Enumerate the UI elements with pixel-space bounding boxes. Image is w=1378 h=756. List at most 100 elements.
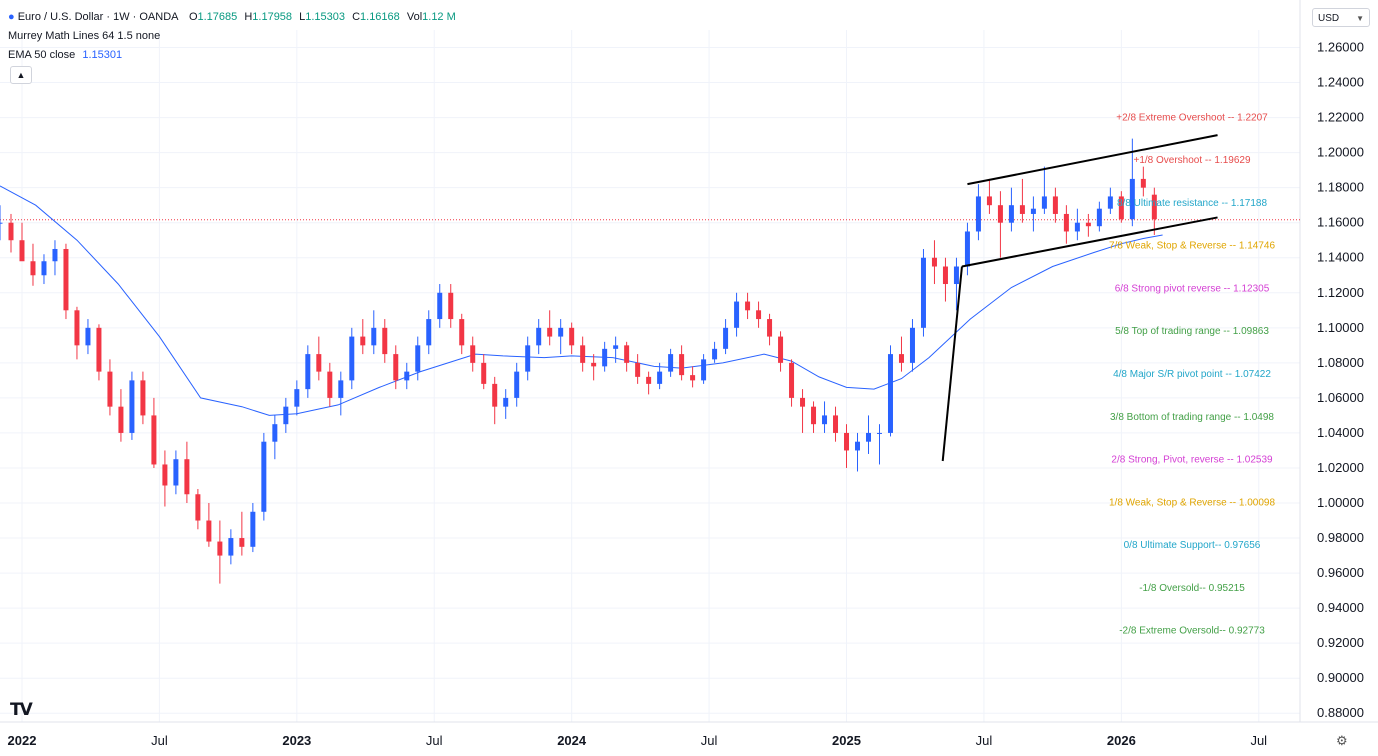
candle[interactable]: [701, 354, 707, 384]
candle[interactable]: [162, 450, 168, 507]
candle[interactable]: [789, 359, 795, 407]
trendline[interactable]: [961, 216, 1218, 268]
candle[interactable]: [360, 319, 366, 355]
candle[interactable]: [876, 424, 882, 465]
candle[interactable]: [184, 441, 190, 504]
candle[interactable]: [338, 371, 344, 416]
candle[interactable]: [909, 319, 915, 372]
candle[interactable]: [404, 362, 410, 390]
candle[interactable]: [272, 415, 278, 460]
candle[interactable]: [503, 389, 509, 419]
candle[interactable]: [756, 301, 762, 328]
candle[interactable]: [1052, 187, 1058, 223]
candle[interactable]: [558, 319, 564, 355]
candle[interactable]: [459, 313, 465, 355]
candle[interactable]: [657, 362, 663, 390]
candle[interactable]: [426, 310, 432, 355]
currency-select[interactable]: USD ▼: [1312, 8, 1370, 27]
candle[interactable]: [492, 376, 498, 425]
candle[interactable]: [1008, 187, 1014, 232]
candle[interactable]: [1151, 187, 1157, 235]
candle[interactable]: [964, 222, 970, 276]
candle[interactable]: [1041, 166, 1047, 214]
candle[interactable]: [1107, 187, 1113, 214]
candle[interactable]: [613, 336, 619, 363]
candle[interactable]: [470, 336, 476, 372]
candle[interactable]: [261, 432, 267, 521]
candle[interactable]: [855, 432, 861, 472]
indicator-ema[interactable]: EMA 50 close 1.15301: [8, 46, 456, 65]
candle[interactable]: [1063, 205, 1069, 244]
candle[interactable]: [74, 306, 80, 360]
candle[interactable]: [624, 341, 630, 372]
candle[interactable]: [514, 362, 520, 407]
candle[interactable]: [844, 424, 850, 468]
candle[interactable]: [712, 341, 718, 363]
candle[interactable]: [41, 254, 47, 285]
candle[interactable]: [975, 184, 981, 241]
candle[interactable]: [239, 511, 245, 556]
candle[interactable]: [228, 529, 234, 565]
candle[interactable]: [569, 322, 575, 355]
candle[interactable]: [250, 503, 256, 553]
candle[interactable]: [415, 336, 421, 381]
candle[interactable]: [382, 319, 388, 363]
candle[interactable]: [52, 240, 58, 276]
candle[interactable]: [898, 336, 904, 372]
candle[interactable]: [85, 319, 91, 355]
candle[interactable]: [1140, 166, 1146, 197]
candle[interactable]: [887, 345, 893, 437]
candle[interactable]: [920, 248, 926, 337]
candle[interactable]: [679, 345, 685, 381]
candle[interactable]: [811, 401, 817, 433]
candle[interactable]: [646, 371, 652, 395]
tradingview-logo-icon[interactable]: TV: [10, 700, 33, 720]
candle[interactable]: [206, 503, 212, 547]
candle[interactable]: [151, 397, 157, 468]
candle[interactable]: [525, 336, 531, 381]
candle[interactable]: [668, 348, 674, 377]
candle[interactable]: [723, 319, 729, 355]
candle[interactable]: [437, 284, 443, 328]
candle[interactable]: [316, 336, 322, 381]
candle[interactable]: [1074, 208, 1080, 241]
candle[interactable]: [1096, 201, 1102, 232]
candle[interactable]: [19, 222, 25, 262]
candle[interactable]: [635, 354, 641, 384]
candle[interactable]: [327, 362, 333, 407]
candle[interactable]: [129, 371, 135, 440]
candle[interactable]: [8, 213, 14, 253]
candle[interactable]: [734, 292, 740, 337]
candle[interactable]: [833, 406, 839, 442]
indicator-murrey[interactable]: Murrey Math Lines 64 1.5 none: [8, 30, 161, 42]
candle[interactable]: [865, 415, 871, 454]
candle[interactable]: [30, 243, 36, 286]
trendline[interactable]: [967, 134, 1218, 186]
candle[interactable]: [1019, 178, 1025, 223]
legend-collapse-button[interactable]: ▲: [10, 66, 32, 84]
symbol-title[interactable]: Euro / U.S. Dollar · 1W · OANDA: [17, 11, 178, 23]
candle[interactable]: [371, 310, 377, 355]
candle[interactable]: [953, 257, 959, 311]
candle[interactable]: [1118, 191, 1124, 223]
candle[interactable]: [822, 401, 828, 433]
candle[interactable]: [1129, 138, 1135, 227]
candle[interactable]: [393, 345, 399, 390]
candle[interactable]: [0, 205, 3, 241]
candle[interactable]: [63, 243, 69, 320]
candle[interactable]: [800, 389, 806, 433]
candle[interactable]: [195, 488, 201, 530]
candle[interactable]: [1030, 196, 1036, 232]
candle[interactable]: [547, 310, 553, 346]
candle[interactable]: [745, 292, 751, 320]
candle[interactable]: [580, 336, 586, 372]
candle[interactable]: [283, 397, 289, 433]
candle[interactable]: [349, 327, 355, 390]
candle[interactable]: [481, 354, 487, 390]
candle[interactable]: [602, 341, 608, 372]
candle[interactable]: [140, 371, 146, 425]
candle[interactable]: [997, 191, 1003, 258]
candle[interactable]: [1085, 213, 1091, 237]
candle[interactable]: [767, 313, 773, 346]
